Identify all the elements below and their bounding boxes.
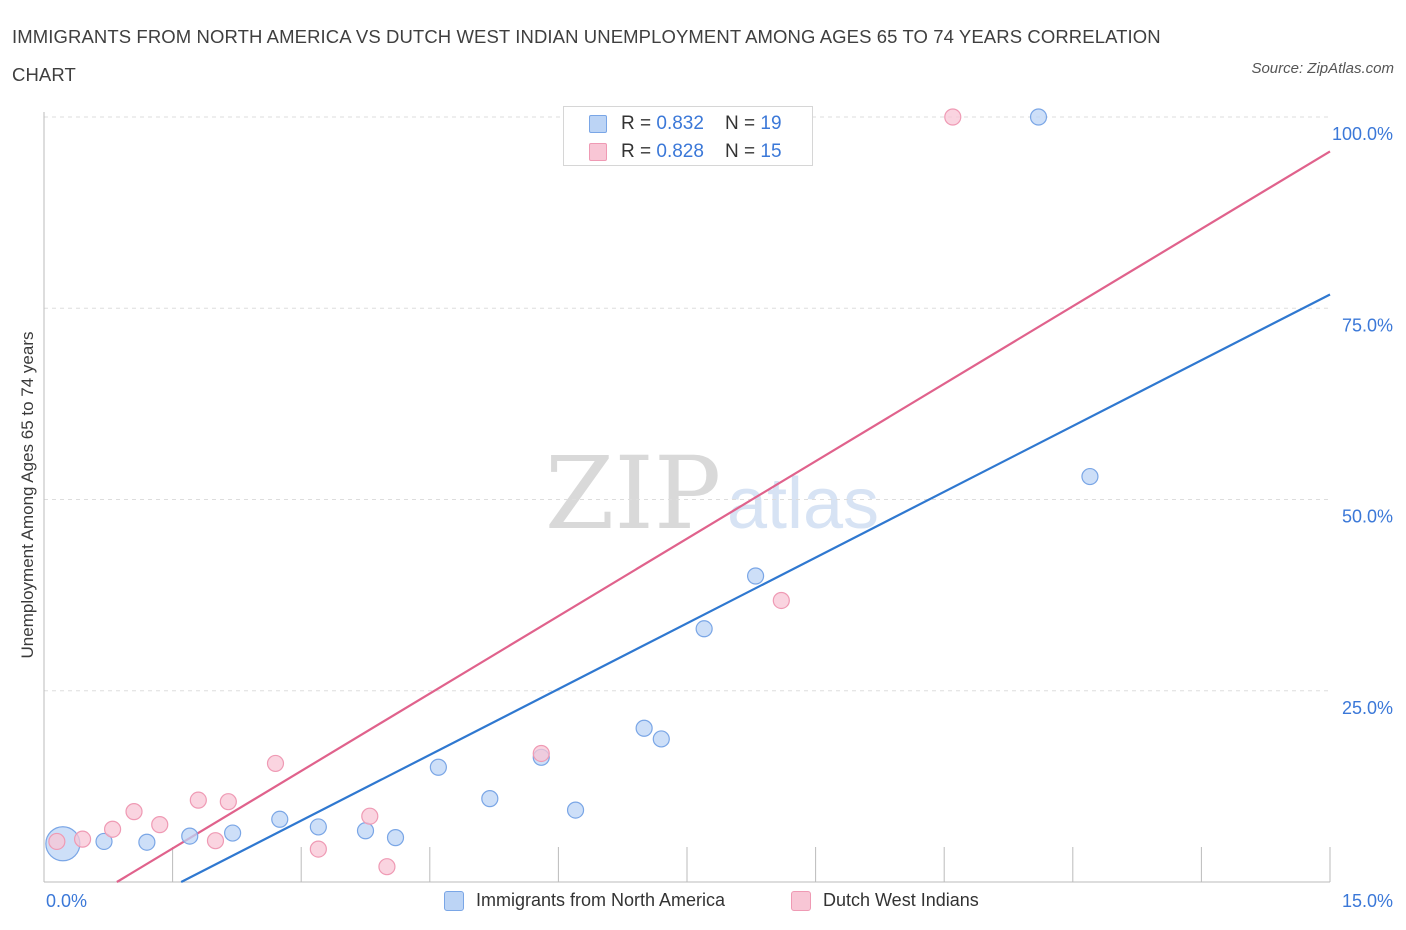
trendlines: [116, 150, 1331, 883]
data-point-pink: [206, 832, 225, 850]
legend-label: Dutch West Indians: [823, 890, 979, 910]
data-point-pink: [73, 830, 92, 848]
y-tick-label: 50.0%: [1342, 507, 1393, 527]
data-point-blue: [181, 827, 199, 845]
x-tick-label: 0.0%: [46, 891, 87, 911]
source-credit: Source: ZipAtlas.com: [1251, 60, 1394, 77]
data-point-pink: [266, 754, 285, 773]
correlation-stats-box: R = 0.832 N = 19 R = 0.828 N = 15: [563, 106, 813, 166]
stats-text: R = 0.828 N = 15: [621, 141, 782, 163]
data-point-blue: [356, 822, 375, 840]
data-point-blue: [429, 758, 447, 776]
x-tick-label: 15.0%: [1342, 891, 1393, 911]
data-point-pink: [151, 816, 169, 834]
r-label: R =: [621, 141, 657, 162]
y-tick-labels: 25.0% 50.0% 75.0% 100.0%: [1332, 124, 1393, 718]
data-point-pink: [361, 807, 379, 825]
data-point-pink: [125, 803, 143, 821]
data-point-blue: [271, 810, 289, 828]
data-point-pink: [378, 858, 396, 876]
legend-swatch-pink: [791, 891, 811, 911]
data-point-blue: [652, 730, 670, 748]
trendline-blue: [180, 293, 1331, 883]
stats-swatch-blue: [589, 115, 607, 133]
data-point-blue: [1029, 108, 1048, 126]
data-point-pink: [103, 820, 122, 838]
trendline-pink: [116, 150, 1331, 883]
data-point-blue: [309, 818, 327, 836]
n-value: 19: [760, 113, 782, 134]
data-point-blue: [481, 790, 499, 808]
r-label: R =: [621, 113, 657, 134]
watermark-zip: ZIP: [545, 435, 721, 552]
data-point-blue: [95, 832, 113, 851]
data-point-blue: [746, 567, 765, 585]
n-label: N =: [725, 141, 761, 162]
y-axis-label: Unemployment Among Ages 65 to 74 years: [18, 331, 37, 659]
watermark: ZIP atlas: [545, 435, 879, 552]
stats-swatch-pink: [589, 143, 607, 161]
data-point-pink: [532, 744, 550, 763]
data-point-blue: [1081, 467, 1099, 486]
n-value: 15: [760, 141, 782, 162]
scatter-points: [45, 108, 1099, 876]
data-point-blue: [138, 833, 156, 851]
data-point-blue: [695, 620, 713, 638]
data-point-pink: [48, 832, 66, 851]
y-tick-label: 25.0%: [1342, 698, 1393, 718]
data-point-pink: [772, 591, 790, 610]
data-point-blue: [386, 829, 405, 847]
legend-label: Immigrants from North America: [476, 890, 726, 910]
data-point-pink: [309, 840, 327, 858]
y-tick-label: 100.0%: [1332, 124, 1393, 144]
n-label: N =: [725, 113, 761, 134]
data-point-pink: [189, 791, 207, 809]
data-point-blue: [566, 801, 585, 819]
data-point-pink: [219, 793, 237, 811]
chart-title: IMMIGRANTS FROM NORTH AMERICA VS DUTCH W…: [12, 26, 1161, 85]
axes: [43, 112, 1331, 883]
legend-swatch-blue: [444, 891, 464, 911]
x-tick-labels: 0.0% 15.0%: [46, 891, 1393, 911]
data-point-blue: [635, 719, 653, 737]
gridlines: [44, 116, 1330, 692]
data-point-pink: [944, 108, 962, 126]
r-value: 0.828: [656, 141, 704, 162]
stats-text: R = 0.832 N = 19: [621, 113, 782, 135]
r-value: 0.832: [656, 113, 704, 134]
watermark-atlas: atlas: [727, 464, 879, 544]
data-point-blue: [224, 824, 242, 842]
y-tick-label: 75.0%: [1342, 315, 1393, 335]
